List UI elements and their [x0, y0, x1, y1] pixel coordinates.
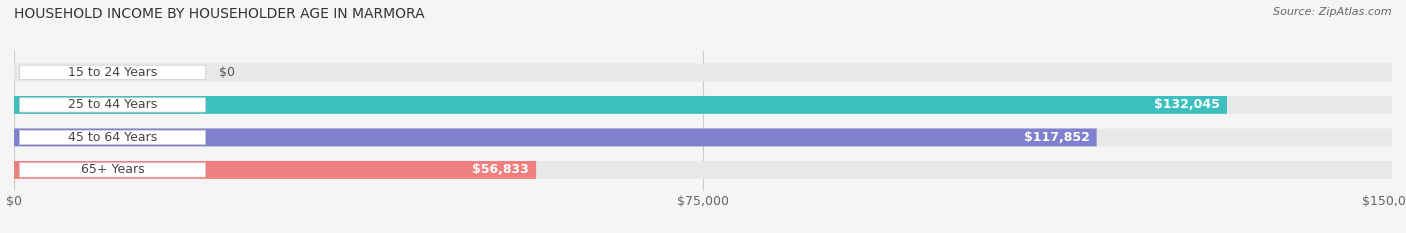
- Text: $0: $0: [219, 66, 235, 79]
- FancyBboxPatch shape: [20, 98, 205, 112]
- Text: $56,833: $56,833: [472, 163, 529, 176]
- FancyBboxPatch shape: [14, 161, 1392, 179]
- Text: 25 to 44 Years: 25 to 44 Years: [67, 98, 157, 111]
- FancyBboxPatch shape: [20, 130, 205, 144]
- FancyBboxPatch shape: [14, 128, 1097, 146]
- FancyBboxPatch shape: [20, 65, 205, 79]
- Text: HOUSEHOLD INCOME BY HOUSEHOLDER AGE IN MARMORA: HOUSEHOLD INCOME BY HOUSEHOLDER AGE IN M…: [14, 7, 425, 21]
- Text: 15 to 24 Years: 15 to 24 Years: [67, 66, 157, 79]
- FancyBboxPatch shape: [14, 161, 536, 179]
- FancyBboxPatch shape: [14, 96, 1227, 114]
- FancyBboxPatch shape: [14, 63, 1392, 81]
- FancyBboxPatch shape: [14, 128, 1392, 146]
- Text: $132,045: $132,045: [1154, 98, 1220, 111]
- Text: 65+ Years: 65+ Years: [80, 163, 145, 176]
- Text: $117,852: $117,852: [1024, 131, 1090, 144]
- FancyBboxPatch shape: [14, 96, 1392, 114]
- FancyBboxPatch shape: [20, 163, 205, 177]
- Text: Source: ZipAtlas.com: Source: ZipAtlas.com: [1274, 7, 1392, 17]
- Text: 45 to 64 Years: 45 to 64 Years: [67, 131, 157, 144]
